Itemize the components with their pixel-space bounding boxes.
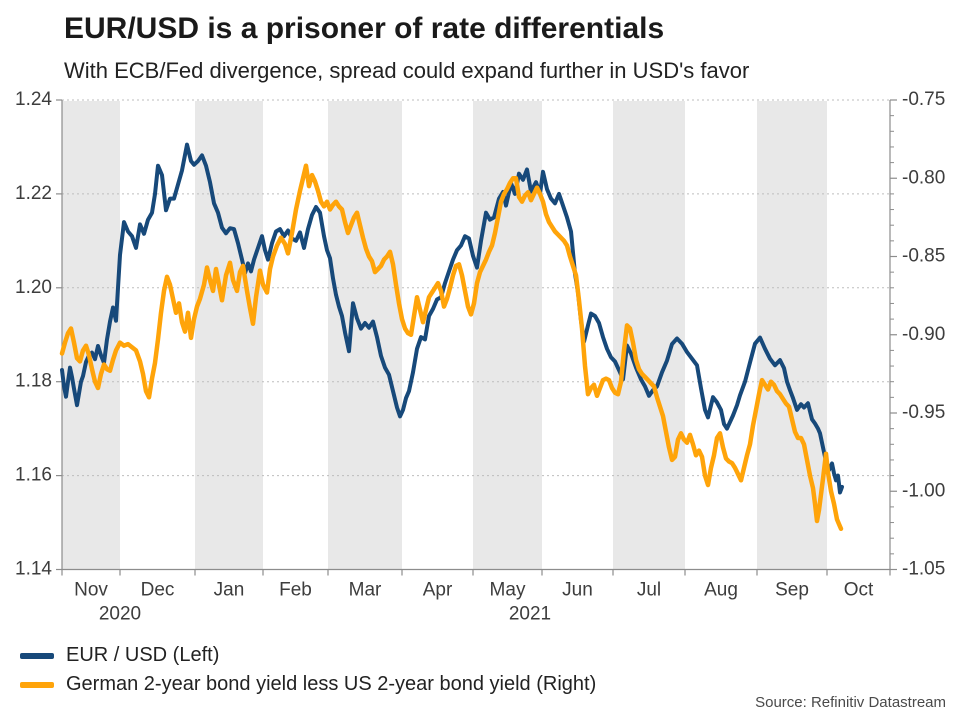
x-axis-month-label: May [490,580,526,601]
month-shading-band [473,101,542,570]
left-axis-tick-label: 1.18 [15,371,52,392]
page-title: EUR/USD is a prisoner of rate differenti… [64,12,665,45]
x-axis-month-label: Oct [844,580,874,601]
yield-spread-line-series [59,163,844,532]
right-axis-tick-label: -0.90 [902,324,945,345]
legend-item-spread: German 2-year bond yield less US 2-year … [20,670,596,699]
left-axis-tick-label: 1.22 [15,183,52,204]
x-axis-year-label: 2021 [509,604,551,625]
x-axis-month-label: Jan [214,580,245,601]
source-attribution: Source: Refinitiv Datastream [755,694,946,711]
eurusd-line-swatch [20,652,54,659]
eurusd-line-series [60,142,844,495]
x-axis-month-label: Jun [562,580,593,601]
x-axis-month-label: Dec [141,580,175,601]
legend-label-spread: German 2-year bond yield less US 2-year … [66,673,597,695]
month-shading-band [328,101,402,570]
x-axis-month-label: Nov [74,580,108,601]
right-axis-tick-label: -0.95 [902,402,945,423]
legend-label-eurusd: EUR / USD (Left) [66,644,220,666]
x-axis-month-label: Apr [423,580,453,601]
x-axis-year-label: 2020 [99,604,141,625]
left-axis-tick-label: 1.14 [15,559,52,580]
right-axis-tick-label: -1.05 [902,559,945,580]
legend-item-eurusd: EUR / USD (Left) [20,641,596,670]
page-subtitle: With ECB/Fed divergence, spread could ex… [64,58,750,83]
chart-legend: EUR / USD (Left) German 2-year bond yiel… [20,641,596,699]
right-axis-tick-label: -1.00 [902,480,945,501]
month-shading-band [195,101,263,570]
right-axis-tick-label: -0.85 [902,246,945,267]
x-axis-month-label: Sep [775,580,809,601]
right-axis-tick-label: -0.80 [902,167,945,188]
left-axis-tick-label: 1.16 [15,465,52,486]
spread-line-swatch [20,681,54,688]
left-axis-tick-label: 1.20 [15,277,52,298]
x-axis-month-label: Feb [279,580,312,601]
right-axis-tick-label: -0.75 [902,89,945,110]
left-axis-tick-label: 1.24 [15,89,52,110]
x-axis-month-label: Jul [637,580,661,601]
x-axis-month-label: Mar [349,580,382,601]
x-axis-month-label: Aug [704,580,738,601]
